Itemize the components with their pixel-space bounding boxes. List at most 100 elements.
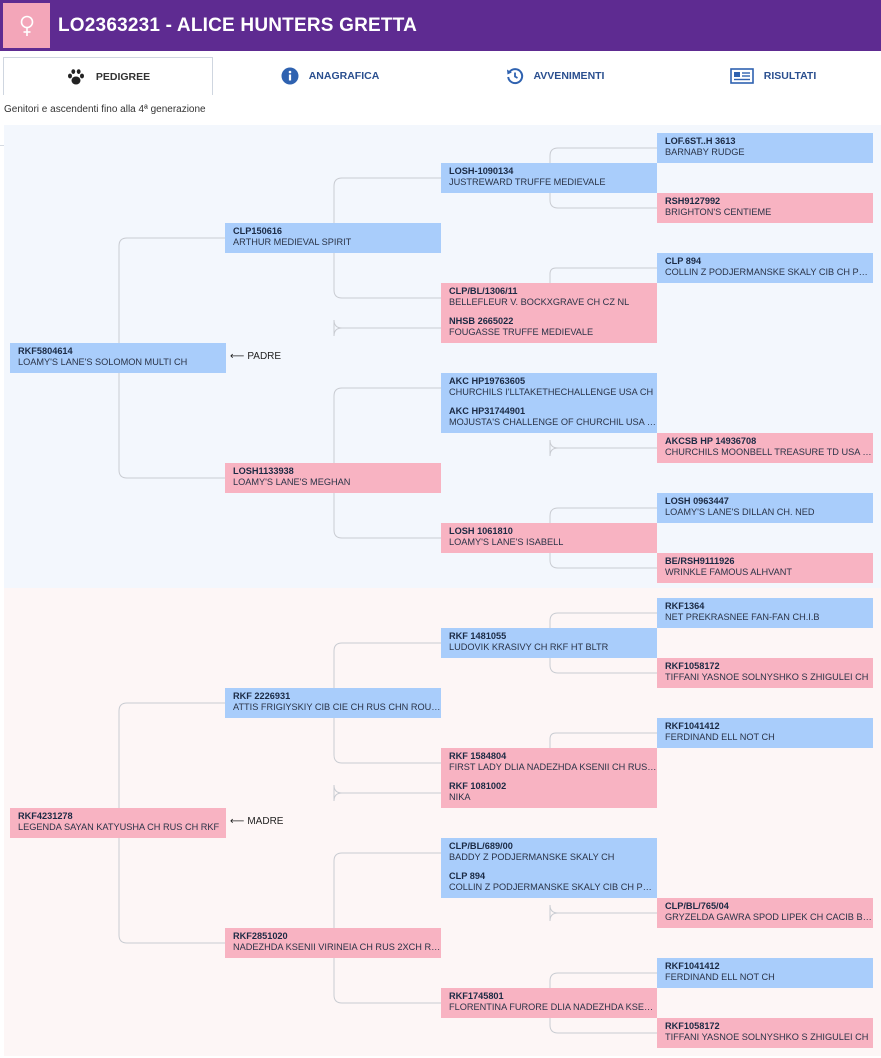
pedigree-card-ppp[interactable]: LOSH-1090134 JUSTREWARD TRUFFE MEDIEVALE (441, 163, 657, 193)
newspaper-icon (729, 68, 754, 84)
animal-name: BELLEFLEUR V. BOCKXGRAVE CH CZ NL (449, 296, 630, 307)
pedigree-card-mmmm[interactable]: RKF1058172 TIFFANI YASNOE SOLNYSHKO S ZHI… (657, 1018, 873, 1048)
registration-number: RKF4231278 (18, 811, 73, 821)
animal-name: NADEZHDA KSENII VIRINEIA CH RUS 2XCH RKF (233, 941, 441, 952)
animal-name: JUSTREWARD TRUFFE MEDIEVALE (449, 176, 606, 187)
tab-bar: PEDIGREE ANAGRAFICA AVVENIMENTI RISULTAT… (0, 51, 881, 146)
tab-avvenimenti-label: AVVENIMENTI (533, 70, 605, 82)
registration-number: RKF2851020 (233, 931, 288, 941)
animal-name: FERDINAND ELL NOT CH (665, 731, 775, 742)
pedigree-card-pmp[interactable]: AKC HP31744901 MOJUSTA'S CHALLENGE OF CHU… (441, 403, 657, 433)
pedigree-card-m[interactable]: RKF4231278 LEGENDA SAYAN KATYUSHA CH RUS … (10, 808, 226, 838)
arrow-left-icon: ⟵ (230, 351, 245, 362)
animal-name: TIFFANI YASNOE SOLNYSHKO S ZHIGULEI CH (665, 671, 869, 682)
registration-number: RKF 2226931 (233, 691, 291, 701)
registration-number: AKC HP19763605 (449, 376, 526, 386)
animal-name: LOAMY'S LANE'S MEGHAN (233, 476, 351, 487)
registration-number: LOSH 0963447 (665, 496, 729, 506)
pedigree-card-mpp[interactable]: RKF 1481055 LUDOVIK KRASIVY CH RKF HT BLT… (441, 628, 657, 658)
animal-name: FIRST LADY DLIA NADEZHDA KSENII CH RUS C… (449, 761, 657, 772)
animal-name: CHURCHILS I'LLTAKETHECHALLENGE USA CH (449, 386, 654, 397)
page-header: LO2363231 - ALICE HUNTERS GRETTA (0, 0, 881, 51)
registration-number: RSH9127992 (665, 196, 721, 206)
pedigree-card-pmpp[interactable]: AKC HP19763605 CHURCHILS I'LLTAKETHECHALL… (441, 373, 657, 403)
registration-number: CLP 894 (449, 871, 486, 881)
registration-number: LOSH-1090134 (449, 166, 514, 176)
pedigree-card-pp[interactable]: CLP150616 ARTHUR MEDIEVAL SPIRIT (225, 223, 441, 253)
animal-name: TIFFANI YASNOE SOLNYSHKO S ZHIGULEI CH (665, 1031, 869, 1042)
sire-label: ⟵ PADRE (230, 351, 282, 362)
pedigree-card-mpmp[interactable]: RKF1041412 FERDINAND ELL NOT CH (657, 718, 873, 748)
animal-name: BRIGHTON'S CENTIEME (665, 206, 772, 217)
pedigree-card-mm[interactable]: RKF2851020 NADEZHDA KSENII VIRINEIA CH RU… (225, 928, 441, 958)
registration-number: LOSH1133938 (233, 466, 294, 476)
tab-avvenimenti[interactable]: AVVENIMENTI (495, 57, 615, 95)
dam-label: ⟵ MADRE (230, 816, 284, 827)
pedigree-card-pppm[interactable]: RSH9127992 BRIGHTON'S CENTIEME (657, 193, 873, 223)
animal-name: LOAMY'S LANE'S ISABELL (449, 536, 564, 547)
pedigree-card-mppm[interactable]: RKF1058172 TIFFANI YASNOE SOLNYSHKO S ZHI… (657, 658, 873, 688)
registration-number: RKF1041412 (665, 961, 720, 971)
pedigree-card-pmpm[interactable]: AKCSB HP 14936708 CHURCHILS MOONBELL TREA… (657, 433, 873, 463)
pedigree-description: Genitori e ascendenti fino alla 4ª gener… (4, 104, 206, 115)
registration-number: CLP/BL/765/04 (665, 901, 729, 911)
arrow-left-icon: ⟵ (230, 816, 245, 827)
animal-name: LOAMY'S LANE'S DILLAN CH. NED (665, 506, 815, 517)
pedigree-card-mp[interactable]: RKF 2226931 ATTIS FRIGIYSKIY CIB CIE CH R… (225, 688, 441, 718)
animal-name: CHURCHILS MOONBELL TREASURE TD USA CH (665, 446, 873, 457)
registration-number: CLP150616 (233, 226, 283, 236)
registration-number: RKF1058172 (665, 1021, 720, 1031)
animal-name: NET PREKRASNEE FAN-FAN CH.I.B (665, 611, 820, 622)
registration-number: RKF1041412 (665, 721, 720, 731)
registration-number: LOSH 1061810 (449, 526, 513, 536)
pedigree-card-pppp[interactable]: LOF.6ST..H 3613 BARNABY RUDGE (657, 133, 873, 163)
info-icon (281, 67, 299, 85)
pedigree-card-mppp[interactable]: RKF1364 NET PREKRASNEE FAN-FAN CH.I.B (657, 598, 873, 628)
page-title: LO2363231 - ALICE HUNTERS GRETTA (58, 15, 418, 36)
registration-number: CLP/BL/689/00 (449, 841, 513, 851)
animal-name: MOJUSTA'S CHALLENGE OF CHURCHIL USA CH (449, 416, 657, 427)
animal-name: NIKA (449, 791, 471, 802)
animal-name: FERDINAND ELL NOT CH (665, 971, 775, 982)
registration-number: AKCSB HP 14936708 (665, 436, 757, 446)
pedigree-card-ppmm[interactable]: NHSB 2665022 FOUGASSE TRUFFE MEDIEVALE (441, 313, 657, 343)
tab-anagrafica[interactable]: ANAGRAFICA (270, 57, 390, 95)
animal-name: FLORENTINA FURORE DLIA NADEZHDA KSENII .… (449, 1001, 657, 1012)
registration-number: RKF5804614 (18, 346, 73, 356)
animal-name: ATTIS FRIGIYSKIY CIB CIE CH RUS CHN ROU … (233, 701, 441, 712)
pedigree-card-mmp[interactable]: CLP 894 COLLIN Z PODJERMANSKE SKALY CIB C… (441, 868, 657, 898)
animal-name: LUDOVIK KRASIVY CH RKF HT BLTR (449, 641, 609, 652)
animal-name: WRINKLE FAMOUS ALHVANT (665, 566, 792, 577)
pedigree-card-p[interactable]: RKF5804614 LOAMY'S LANE'S SOLOMON MULTI C… (10, 343, 226, 373)
pedigree-card-pm[interactable]: LOSH1133938 LOAMY'S LANE'S MEGHAN (225, 463, 441, 493)
tab-anagrafica-label: ANAGRAFICA (308, 70, 380, 82)
registration-number: RKF 1481055 (449, 631, 507, 641)
tab-risultati-label: RISULTATI (763, 70, 817, 82)
registration-number: RKF 1081002 (449, 781, 507, 791)
pedigree-card-pmmp[interactable]: LOSH 0963447 LOAMY'S LANE'S DILLAN CH. NE… (657, 493, 873, 523)
pedigree-card-mmpm[interactable]: CLP/BL/765/04 GRYZELDA GAWRA SPOD LIPEK C… (657, 898, 873, 928)
pedigree-card-mmmp[interactable]: RKF1041412 FERDINAND ELL NOT CH (657, 958, 873, 988)
pedigree-card-mpmm[interactable]: RKF 1081002 NIKA (441, 778, 657, 808)
registration-number: RKF1745801 (449, 991, 504, 1001)
registration-number: RKF1364 (665, 601, 705, 611)
registration-number: RKF 1584804 (449, 751, 507, 761)
registration-number: CLP/BL/1306/11 (449, 286, 518, 296)
registration-number: CLP 894 (665, 256, 702, 266)
animal-name: COLLIN Z PODJERMANSKE SKALY CIB CH POL .… (665, 266, 873, 277)
registration-number: LOF.6ST..H 3613 (665, 136, 736, 146)
pedigree-card-pmmm[interactable]: BE/RSH9111926 WRINKLE FAMOUS ALHVANT (657, 553, 873, 583)
pedigree-card-mmpp[interactable]: CLP/BL/689/00 BADDY Z PODJERMANSKE SKALY … (441, 838, 657, 868)
pedigree-card-mmm[interactable]: RKF1745801 FLORENTINA FURORE DLIA NADEZHD… (441, 988, 657, 1018)
female-sex-icon (3, 3, 50, 48)
paw-icon (66, 68, 86, 86)
registration-number: BE/RSH9111926 (665, 556, 735, 566)
history-icon (506, 67, 524, 85)
tab-pedigree[interactable]: PEDIGREE (3, 57, 213, 95)
pedigree-card-pmm[interactable]: LOSH 1061810 LOAMY'S LANE'S ISABELL (441, 523, 657, 553)
animal-name: LEGENDA SAYAN KATYUSHA CH RUS CH RKF (18, 821, 220, 832)
tab-risultati[interactable]: RISULTATI (718, 57, 828, 95)
animal-name: FOUGASSE TRUFFE MEDIEVALE (449, 326, 594, 337)
pedigree-card-ppmp[interactable]: CLP 894 COLLIN Z PODJERMANSKE SKALY CIB C… (657, 253, 873, 283)
registration-number: RKF1058172 (665, 661, 720, 671)
